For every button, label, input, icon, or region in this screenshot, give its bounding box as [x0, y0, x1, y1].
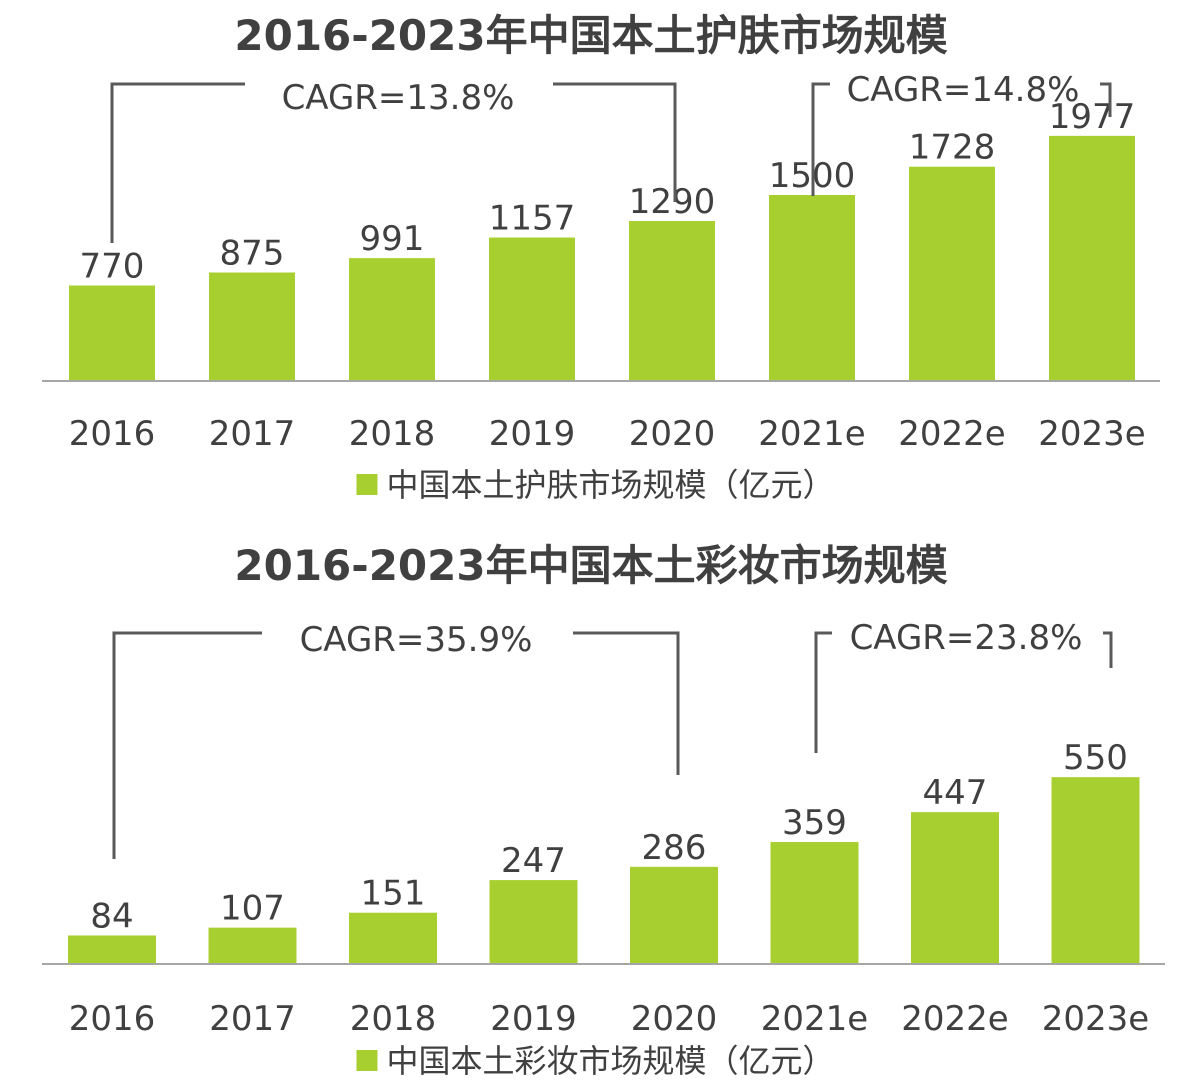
skincare-cagr-bracket-2 [811, 82, 1112, 196]
cosmetics-tick-label-2019: 2019 [490, 999, 577, 1039]
cosmetics-value-label-2019: 247 [501, 841, 566, 881]
skincare-bar-2017 [209, 272, 295, 381]
cosmetics-bar-2017 [208, 927, 297, 964]
skincare-value-label-2020: 1290 [629, 182, 716, 222]
skincare-value-label-2023e: 1977 [1049, 97, 1136, 137]
skincare-tick-label-2019: 2019 [489, 414, 576, 454]
cosmetics-tick-label-2017: 2017 [209, 999, 296, 1039]
skincare-legend-swatch [356, 474, 378, 495]
cosmetics-tick-label-2021e: 2021e [761, 999, 868, 1039]
cosmetics-bar-2022e [911, 812, 999, 964]
skincare-tick-label-2020: 2020 [629, 414, 716, 454]
cosmetics-value-label-2018: 151 [361, 874, 426, 914]
cosmetics-cagr-bracket-right-1 [573, 631, 680, 775]
skincare-value-label-2018: 991 [360, 219, 425, 259]
cosmetics-bar-2019 [489, 880, 578, 964]
skincare-chart-title: 2016-2023年中国本土护肤市场规模 [234, 11, 947, 60]
cosmetics-value-label-2017: 107 [220, 889, 285, 929]
skincare-value-label-2019: 1157 [489, 199, 576, 239]
skincare-chart-svg: 2016-2023年中国本土护肤市场规模 770 2016 875 2017 991 201… [42, 11, 1160, 504]
cosmetics-bar-2016 [68, 935, 156, 964]
cosmetics-cagr-bracket-2 [814, 631, 1113, 753]
cosmetics-bar-2021e [770, 842, 859, 964]
cosmetics-tick-label-2020: 2020 [631, 999, 718, 1039]
skincare-tick-label-2022e: 2022e [898, 414, 1005, 454]
cosmetics-value-label-2021e: 359 [782, 803, 847, 843]
skincare-cagr-bracket-1 [110, 82, 677, 243]
cosmetics-value-label-2020: 286 [642, 828, 707, 868]
cosmetics-tick-label-2018: 2018 [350, 999, 437, 1039]
cosmetics-value-label-2016: 84 [90, 896, 133, 936]
cosmetics-tick-label-2022e: 2022e [901, 999, 1008, 1039]
skincare-chart: 2016-2023年中国本土护肤市场规模 770 2016 875 2017 991 201… [0, 0, 1182, 520]
skincare-cagr-bracket-left-1 [110, 82, 245, 243]
cosmetics-value-label-2022e: 447 [923, 773, 988, 813]
cosmetics-chart-svg: 2016-2023年中国本土彩妆市场规模 84 2016 107 2017 151 2018… [42, 541, 1165, 1080]
skincare-cagr-bracket-left-2 [811, 82, 830, 196]
skincare-bar-2023e [1049, 135, 1135, 381]
cosmetics-chart: 2016-2023年中国本土彩妆市场规模 84 2016 107 2017 151 2018… [0, 527, 1182, 1087]
skincare-value-label-2022e: 1728 [909, 128, 996, 168]
skincare-tick-label-2018: 2018 [349, 414, 436, 454]
skincare-cagr-label-1: CAGR=13.8% [282, 78, 515, 118]
skincare-value-label-2017: 875 [220, 234, 285, 274]
skincare-bar-2020 [629, 221, 715, 381]
cosmetics-value-label-2023e: 550 [1063, 738, 1128, 778]
skincare-bar-2022e [909, 166, 995, 381]
skincare-tick-label-2021e: 2021e [758, 414, 865, 454]
skincare-legend-label: 中国本土护肤市场规模（亿元） [386, 466, 834, 504]
skincare-bar-2018 [349, 258, 435, 381]
cosmetics-cagr-bracket-left-1 [112, 631, 262, 859]
cosmetics-cagr-bracket-1 [112, 631, 680, 859]
skincare-tick-label-2017: 2017 [209, 414, 296, 454]
cosmetics-legend-swatch [356, 1050, 378, 1071]
cosmetics-bar-2023e [1051, 777, 1140, 964]
skincare-bar-2019 [489, 237, 575, 381]
skincare-cagr-label-2: CAGR=14.8% [847, 70, 1080, 110]
cosmetics-cagr-label-1: CAGR=35.9% [300, 620, 533, 660]
skincare-cagr-bracket-right-1 [553, 82, 677, 202]
cosmetics-bar-2018 [349, 912, 437, 964]
skincare-tick-label-2016: 2016 [69, 414, 156, 454]
cosmetics-cagr-bracket-left-2 [814, 631, 832, 753]
cosmetics-tick-label-2016: 2016 [69, 999, 156, 1039]
cosmetics-chart-title: 2016-2023年中国本土彩妆市场规模 [234, 541, 947, 590]
cosmetics-cagr-label-2: CAGR=23.8% [850, 618, 1083, 658]
cosmetics-bar-2020 [630, 866, 718, 964]
cosmetics-tick-label-2023e: 2023e [1042, 999, 1149, 1039]
skincare-value-label-2016: 770 [80, 247, 145, 287]
skincare-bar-2021e [769, 195, 855, 381]
cosmetics-legend-label: 中国本土彩妆市场规模（亿元） [386, 1042, 834, 1080]
skincare-cagr-bracket-right-2 [1100, 82, 1112, 117]
skincare-tick-label-2023e: 2023e [1038, 414, 1145, 454]
cosmetics-cagr-bracket-right-2 [1103, 631, 1113, 668]
skincare-bar-2016 [69, 285, 155, 381]
